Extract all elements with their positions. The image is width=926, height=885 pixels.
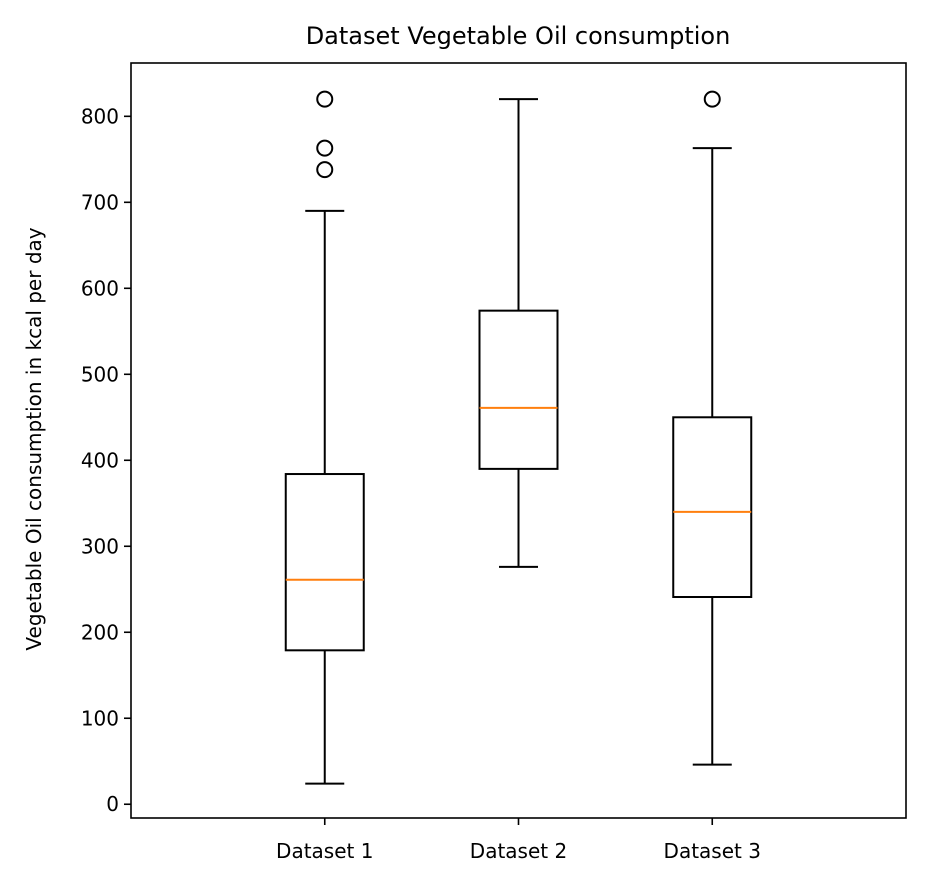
y-tick-label: 100 bbox=[81, 706, 119, 730]
y-tick-label: 200 bbox=[81, 620, 119, 644]
y-tick-label: 500 bbox=[81, 362, 119, 386]
outlier-point bbox=[316, 161, 334, 179]
y-tick-label: 700 bbox=[81, 190, 119, 214]
chart-title: Dataset Vegetable Oil consumption bbox=[306, 22, 731, 50]
y-tick-label: 0 bbox=[106, 792, 119, 816]
outlier-point bbox=[316, 139, 334, 157]
outlier-point bbox=[703, 90, 721, 108]
iqr-box bbox=[284, 473, 365, 652]
plot-area: 0 100 200 300 400 500 600 700 800 Dataset 1 Datase… bbox=[81, 90, 761, 863]
y-axis-label: Vegetable Oil consumption in kcal per da… bbox=[22, 227, 46, 650]
iqr-box bbox=[672, 416, 753, 599]
iqr-box bbox=[478, 309, 559, 470]
outlier-point bbox=[316, 90, 334, 108]
y-tick-label: 300 bbox=[81, 534, 119, 558]
x-tick-label: Dataset 2 bbox=[470, 839, 567, 863]
x-tick-label: Dataset 3 bbox=[664, 839, 761, 863]
plot-frame bbox=[130, 62, 907, 819]
y-tick-label: 800 bbox=[81, 104, 119, 128]
y-tick-label: 400 bbox=[81, 448, 119, 472]
x-tick-label: Dataset 1 bbox=[276, 839, 373, 863]
y-tick-label: 600 bbox=[81, 276, 119, 300]
